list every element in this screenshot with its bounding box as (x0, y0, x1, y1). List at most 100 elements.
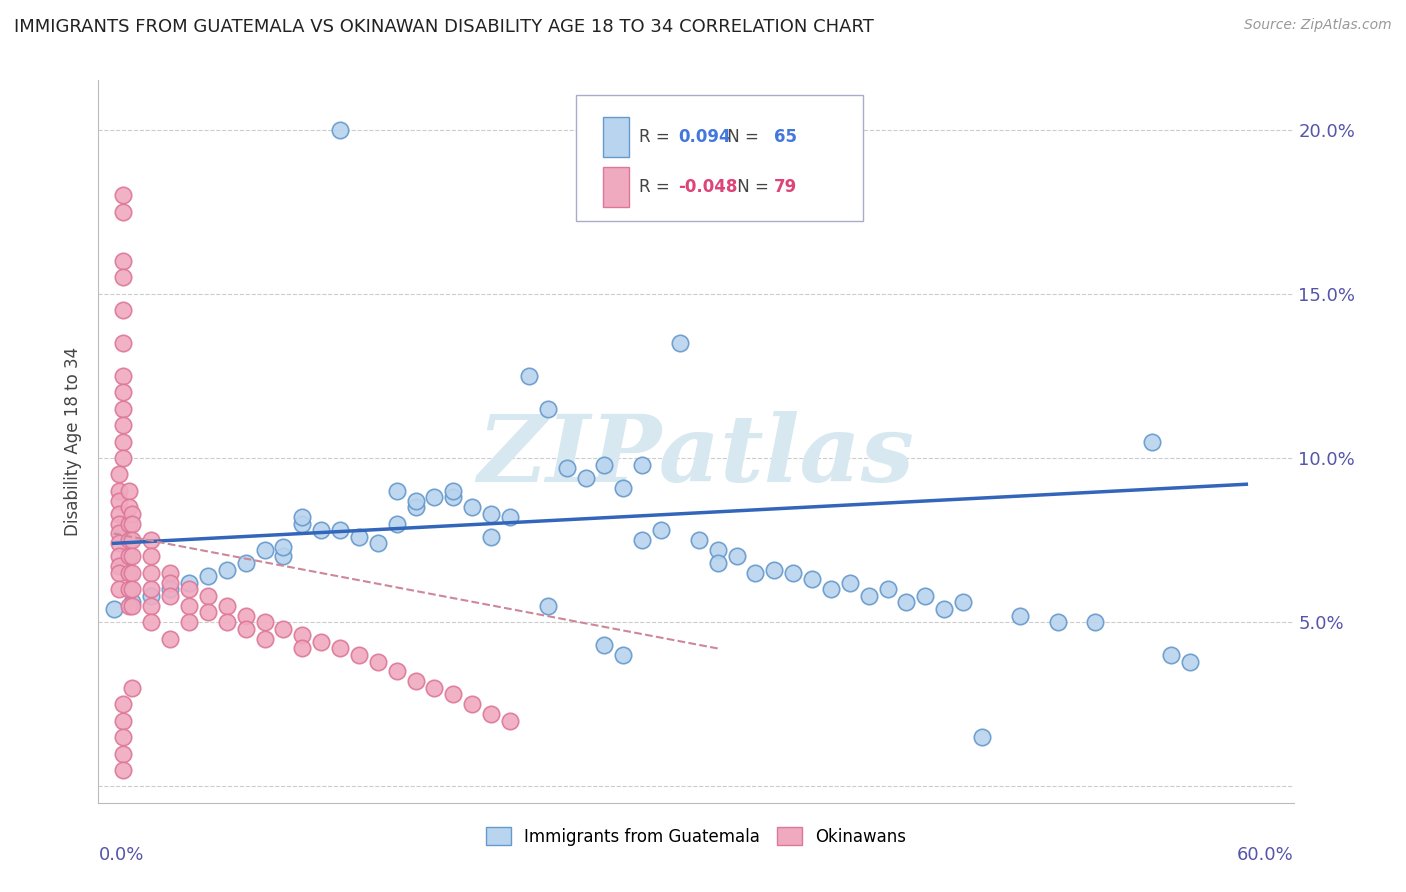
Point (108, 559, 131, 574)
Point (612, 648, 634, 662)
Point (309, 523, 332, 537)
Point (159, 632, 181, 646)
Point (970, 730, 993, 744)
Point (141, 599, 163, 613)
Point (111, 418, 134, 433)
Point (111, 747, 134, 761)
Point (405, 493, 427, 508)
Point (141, 533, 163, 547)
Point (111, 253, 134, 268)
Point (706, 542, 728, 557)
Point (1046, 615, 1069, 630)
Point (141, 589, 163, 603)
Point (253, 615, 276, 630)
Point (117, 566, 139, 580)
Point (108, 566, 131, 580)
Point (952, 595, 974, 609)
Text: R =: R = (638, 128, 675, 145)
Point (517, 368, 540, 383)
Point (141, 582, 163, 597)
Point (235, 622, 257, 636)
Point (367, 655, 389, 669)
Point (876, 582, 898, 597)
Point (215, 615, 238, 630)
Point (273, 549, 295, 564)
Point (141, 615, 163, 630)
Text: 0.094: 0.094 (678, 128, 731, 145)
Point (108, 483, 131, 498)
Point (423, 681, 446, 695)
Point (111, 385, 134, 400)
Point (141, 566, 163, 580)
Point (121, 566, 143, 580)
Point (121, 582, 143, 597)
Point (1084, 615, 1107, 630)
Point (1178, 655, 1201, 669)
Point (111, 303, 134, 318)
Point (385, 516, 408, 531)
Text: 79: 79 (773, 178, 797, 196)
FancyBboxPatch shape (576, 95, 863, 221)
Point (215, 599, 238, 613)
Point (117, 549, 139, 564)
Point (159, 582, 181, 597)
Bar (603, 117, 628, 156)
Point (121, 533, 143, 547)
Point (117, 516, 139, 531)
Point (706, 556, 728, 570)
Point (121, 507, 143, 521)
Point (347, 530, 370, 544)
Point (329, 523, 352, 537)
Point (117, 599, 139, 613)
Point (537, 599, 560, 613)
Point (441, 483, 464, 498)
Point (838, 575, 860, 590)
Point (820, 582, 842, 597)
Point (111, 204, 134, 219)
Point (479, 707, 502, 722)
Point (121, 549, 143, 564)
Point (108, 507, 131, 521)
Point (537, 401, 560, 416)
Point (688, 533, 710, 547)
Text: -0.048: -0.048 (678, 178, 737, 196)
Point (108, 526, 131, 541)
Point (423, 491, 446, 505)
Point (763, 563, 786, 577)
Point (197, 605, 219, 619)
Point (121, 595, 143, 609)
Point (405, 674, 427, 689)
Point (499, 510, 522, 524)
Point (111, 714, 134, 728)
Point (593, 458, 616, 472)
Point (631, 458, 654, 472)
Point (479, 507, 502, 521)
Point (329, 641, 352, 656)
Point (111, 368, 134, 383)
Point (612, 481, 634, 495)
Point (103, 602, 125, 616)
Point (159, 566, 181, 580)
Point (347, 648, 370, 662)
Point (385, 665, 408, 679)
Point (309, 635, 332, 649)
Point (111, 698, 134, 712)
Point (291, 628, 314, 642)
Point (121, 516, 143, 531)
Text: IMMIGRANTS FROM GUATEMALA VS OKINAWAN DISABILITY AGE 18 TO 34 CORRELATION CHART: IMMIGRANTS FROM GUATEMALA VS OKINAWAN DI… (14, 18, 875, 36)
Point (177, 599, 200, 613)
Point (108, 549, 131, 564)
Point (159, 575, 181, 590)
Bar (603, 168, 628, 207)
Point (650, 523, 672, 537)
Text: N =: N = (723, 128, 765, 145)
Text: 65: 65 (773, 128, 797, 145)
Point (479, 530, 502, 544)
Point (177, 615, 200, 630)
Point (159, 589, 181, 603)
Y-axis label: Disability Age 18 to 34: Disability Age 18 to 34 (65, 347, 83, 536)
Point (111, 434, 134, 449)
Point (555, 460, 578, 475)
Point (253, 632, 276, 646)
Point (253, 542, 276, 557)
